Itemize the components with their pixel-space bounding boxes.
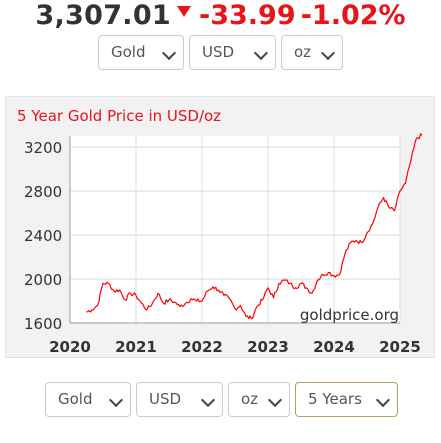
down-triangle-icon (177, 6, 192, 17)
y-tick-label: 2000 (24, 271, 62, 289)
y-tick-label: 1600 (24, 315, 62, 333)
price-change: -33.99 (199, 0, 296, 31)
chart-grid (69, 136, 401, 324)
metal-select-bottom-value: Gold (58, 390, 93, 408)
x-tick-label: 2023 (247, 338, 289, 356)
chevron-down-icon (108, 392, 124, 408)
chart-watermark: goldprice.org (300, 306, 399, 324)
chevron-down-icon (267, 392, 283, 408)
range-select-value: 5 Years (308, 390, 362, 408)
chevron-down-icon (375, 392, 391, 408)
x-tick-label: 2020 (49, 338, 91, 356)
y-tick-label: 2400 (24, 227, 62, 245)
metal-select-bottom[interactable]: Gold (45, 382, 131, 417)
price-quote: 3,307.01 -33.99 -1.02% (0, 0, 441, 34)
plot-area (70, 136, 400, 323)
unit-select-bottom-value: oz (241, 390, 259, 408)
currency-select-bottom[interactable]: USD (136, 382, 223, 417)
unit-select-bottom[interactable]: oz (228, 382, 290, 417)
x-tick-label: 2022 (181, 338, 223, 356)
y-tick-label: 3200 (24, 139, 62, 157)
currency-select[interactable]: USD (189, 35, 276, 70)
chevron-down-icon (200, 392, 216, 408)
current-price: 3,307.01 (35, 0, 172, 31)
x-tick-label: 2021 (115, 338, 157, 356)
currency-select-bottom-value: USD (149, 390, 182, 408)
metal-select[interactable]: Gold (98, 35, 184, 70)
unit-select[interactable]: oz (281, 35, 343, 70)
chart-title: 5 Year Gold Price in USD/oz (17, 107, 222, 125)
chart-axes: 1600 2000 2400 2800 3200 2020 2021 2022 2023 2024… (24, 136, 421, 356)
y-tick-label: 2800 (24, 183, 62, 201)
range-select[interactable]: 5 Years (295, 382, 398, 417)
x-tick-label: 2025 (379, 338, 421, 356)
currency-select-value: USD (202, 43, 235, 61)
gold-price-series-line (86, 133, 423, 320)
metal-select-value: Gold (111, 43, 146, 61)
x-tick-label: 2024 (313, 338, 355, 356)
unit-select-value: oz (294, 43, 312, 61)
price-change-percent: -1.02% (300, 0, 406, 31)
